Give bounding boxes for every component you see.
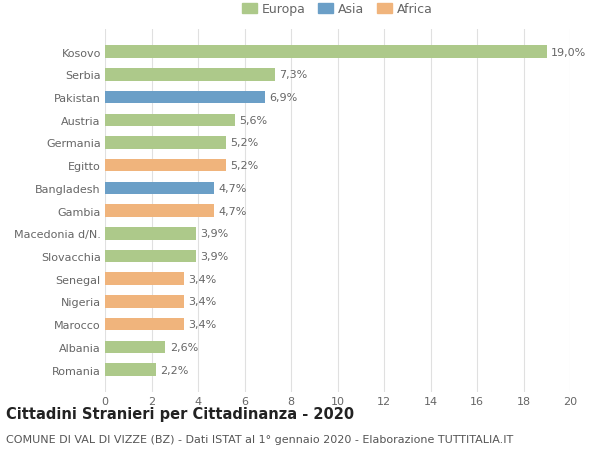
Text: 3,9%: 3,9%: [200, 229, 228, 239]
Text: 3,9%: 3,9%: [200, 252, 228, 262]
Bar: [105, 318, 184, 330]
Text: 4,7%: 4,7%: [218, 206, 247, 216]
Text: 3,4%: 3,4%: [188, 274, 217, 284]
Bar: [105, 114, 235, 127]
Text: 5,2%: 5,2%: [230, 138, 259, 148]
Bar: [105, 364, 156, 376]
Bar: [105, 92, 265, 104]
Bar: [105, 273, 184, 285]
Legend: Europa, Asia, Africa: Europa, Asia, Africa: [242, 3, 433, 17]
Text: 3,4%: 3,4%: [188, 297, 217, 307]
Text: 7,3%: 7,3%: [279, 70, 307, 80]
Bar: [105, 341, 166, 353]
Bar: [105, 205, 214, 218]
Bar: [105, 69, 275, 81]
Text: 5,6%: 5,6%: [239, 116, 268, 125]
Bar: [105, 228, 196, 240]
Bar: [105, 46, 547, 59]
Text: COMUNE DI VAL DI VIZZE (BZ) - Dati ISTAT al 1° gennaio 2020 - Elaborazione TUTTI: COMUNE DI VAL DI VIZZE (BZ) - Dati ISTAT…: [6, 434, 513, 444]
Bar: [105, 137, 226, 149]
Bar: [105, 250, 196, 263]
Text: 2,6%: 2,6%: [170, 342, 198, 352]
Text: 2,2%: 2,2%: [160, 365, 189, 375]
Text: 3,4%: 3,4%: [188, 319, 217, 330]
Bar: [105, 182, 214, 195]
Text: 6,9%: 6,9%: [269, 93, 298, 103]
Text: Cittadini Stranieri per Cittadinanza - 2020: Cittadini Stranieri per Cittadinanza - 2…: [6, 406, 354, 421]
Text: 4,7%: 4,7%: [218, 184, 247, 194]
Text: 5,2%: 5,2%: [230, 161, 259, 171]
Text: 19,0%: 19,0%: [551, 48, 586, 57]
Bar: [105, 296, 184, 308]
Bar: [105, 160, 226, 172]
